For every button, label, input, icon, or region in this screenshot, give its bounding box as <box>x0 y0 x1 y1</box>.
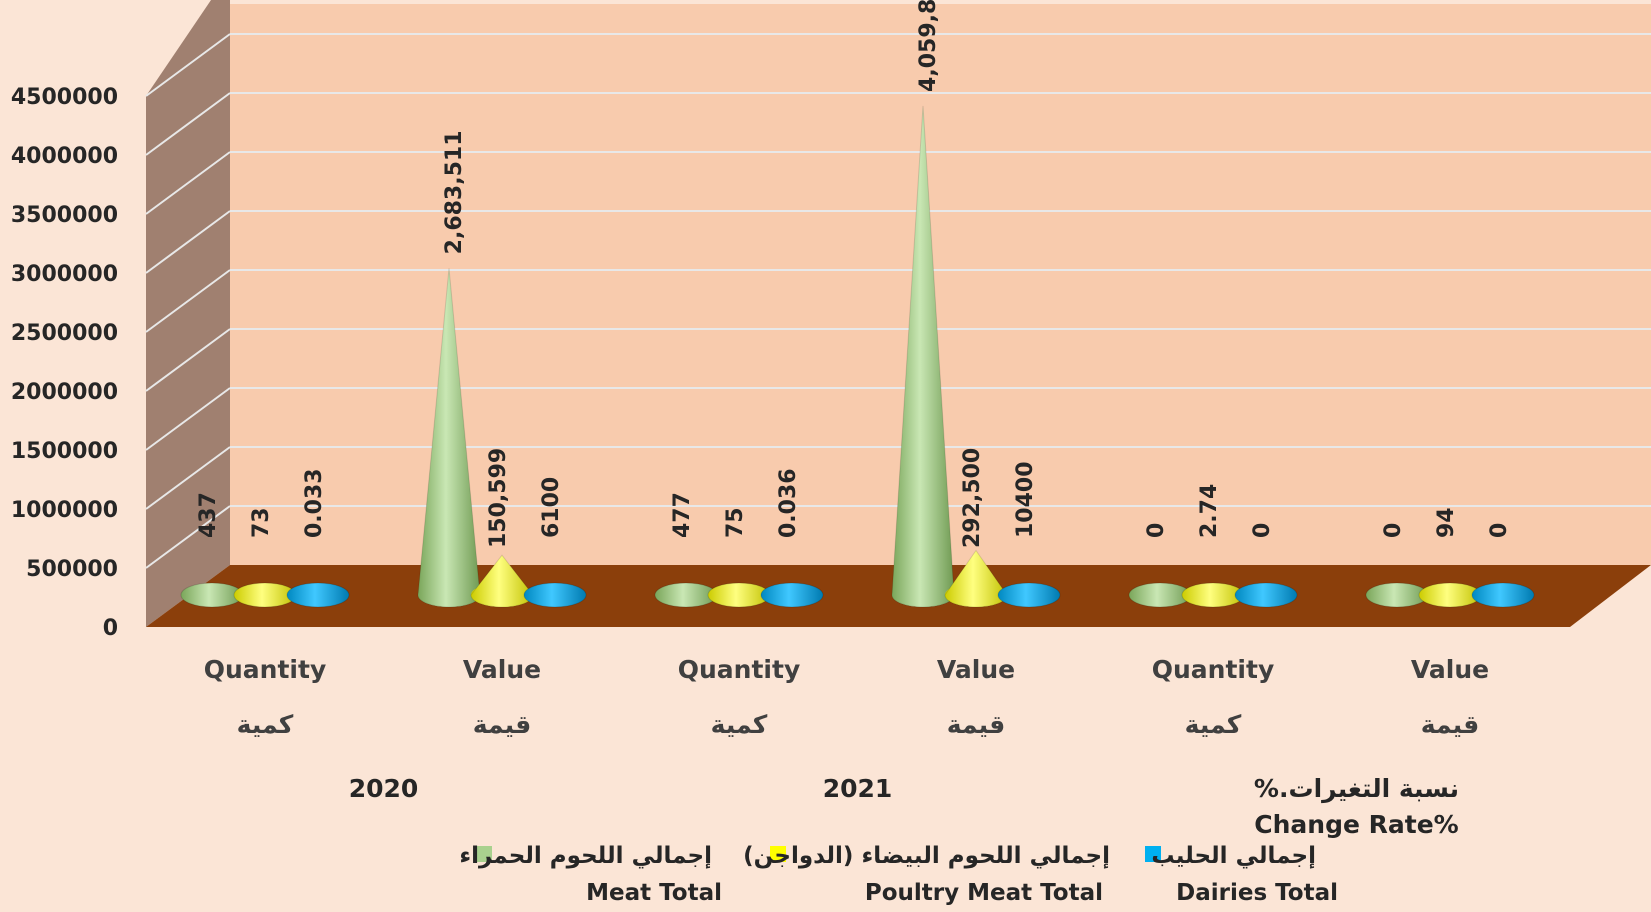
data-label: 477 <box>670 492 695 538</box>
data-label: 292,500 <box>960 448 985 548</box>
data-label: 150,599 <box>486 448 511 548</box>
category-label-en: Quantity <box>1152 655 1275 684</box>
category-label-ar: كمية <box>237 710 294 739</box>
legend-item: إجمالي اللحوم الحمراء Meat Total <box>459 843 722 906</box>
category-label-ar: كمية <box>1185 710 1242 739</box>
legend-label-en: Poultry Meat Total <box>865 880 1103 906</box>
cone-mark <box>760 582 824 608</box>
y-tick-label: 4000000 <box>11 144 118 169</box>
gridline-side <box>145 387 231 451</box>
legend-label-en: Dairies Total <box>1176 880 1338 906</box>
gridline-side <box>145 446 231 510</box>
y-tick-label: 0 <box>103 616 118 641</box>
gridline-side <box>145 151 231 215</box>
legend-swatch <box>770 846 786 862</box>
cone-mark <box>997 582 1061 608</box>
legend-label-en: Meat Total <box>586 880 722 906</box>
cone-base <box>997 582 1061 608</box>
data-label: 6100 <box>539 477 564 538</box>
data-label: 437 <box>196 492 221 538</box>
category-label-ar: قيمة <box>1421 710 1480 739</box>
x-axis-categories: Quantity كمية Value قيمة Quantity كمية Value قي… <box>204 655 1489 739</box>
legend-label-ar: إجمالي اللحوم البيضاء (الدواجن) <box>743 843 1110 869</box>
back-wall <box>230 4 1651 565</box>
y-tick-label: 3500000 <box>11 203 118 228</box>
cone-base <box>286 582 350 608</box>
category-label-ar: قيمة <box>947 710 1006 739</box>
cone-base <box>1471 582 1535 608</box>
chart-walls <box>146 0 1651 627</box>
cone-mark <box>523 582 587 608</box>
data-label: 10400 <box>1013 461 1038 538</box>
group-label: Change Rate% <box>1254 810 1458 839</box>
category-label-en: Quantity <box>678 655 801 684</box>
group-label: 2020 <box>349 774 419 803</box>
cone-base <box>523 582 587 608</box>
cone-base <box>1234 582 1298 608</box>
cone-mark <box>1471 582 1535 608</box>
category-label-ar: كمية <box>711 710 768 739</box>
legend-swatch <box>1145 846 1161 862</box>
data-label: 2,683,511 <box>442 130 467 254</box>
gridline-side <box>145 269 231 333</box>
category-label-ar: قيمة <box>473 710 532 739</box>
data-label: 73 <box>249 507 274 538</box>
legend-item: إجمالي اللحوم البيضاء (الدواجن) Poultry M… <box>743 843 1110 906</box>
data-label: 2.74 <box>1197 484 1222 538</box>
data-label: 0 <box>1381 523 1406 538</box>
legend-label-ar: إجمالي اللحوم الحمراء <box>459 843 712 869</box>
group-label: 2021 <box>823 774 893 803</box>
side-wall <box>146 0 230 627</box>
y-tick-label: 1000000 <box>11 498 118 523</box>
data-label: 94 <box>1434 507 1459 538</box>
y-tick-label: 500000 <box>26 557 118 582</box>
gridline-side <box>145 328 231 392</box>
y-tick-label: 2000000 <box>11 380 118 405</box>
cone-mark <box>1234 582 1298 608</box>
cone-mark <box>944 549 1008 608</box>
category-label-en: Value <box>1411 655 1489 684</box>
data-label: 0 <box>1144 523 1169 538</box>
data-label: 0 <box>1487 523 1512 538</box>
gridline-side <box>145 33 231 97</box>
data-label: 75 <box>723 507 748 538</box>
category-label-en: Quantity <box>204 655 327 684</box>
y-tick-label: 4500000 <box>11 85 118 110</box>
gridline-side <box>145 92 231 156</box>
y-tick-label: 3000000 <box>11 262 118 287</box>
group-label: %.نسبة التغيرات <box>1254 774 1459 804</box>
data-label: 4,059,838 <box>916 0 941 92</box>
y-axis: 0 500000 1000000 1500000 2000000 2500000 30000… <box>11 85 118 641</box>
y-tick-label: 1500000 <box>11 439 118 464</box>
data-label: 0.033 <box>302 468 327 538</box>
x-axis-groups: 2020 2021 %.نسبة التغيرات Change Rate% <box>349 774 1459 839</box>
gridline-side <box>145 210 231 274</box>
legend-item: إجمالي الحليب Dairies Total <box>1145 843 1338 906</box>
legend-label-ar: إجمالي الحليب <box>1151 843 1316 869</box>
chart-marks <box>180 105 1535 608</box>
category-label-en: Value <box>463 655 541 684</box>
y-tick-label: 2500000 <box>11 321 118 346</box>
data-label: 0 <box>1250 523 1275 538</box>
cone-mark <box>286 582 350 608</box>
cone-base <box>760 582 824 608</box>
legend-swatch <box>476 846 492 862</box>
gridline-side <box>145 505 231 569</box>
category-label-en: Value <box>937 655 1015 684</box>
data-labels: 437 2,683,511 477 4,059,838 0 0 73 150,599 75 292… <box>196 0 1512 548</box>
data-label: 0.036 <box>776 468 801 538</box>
